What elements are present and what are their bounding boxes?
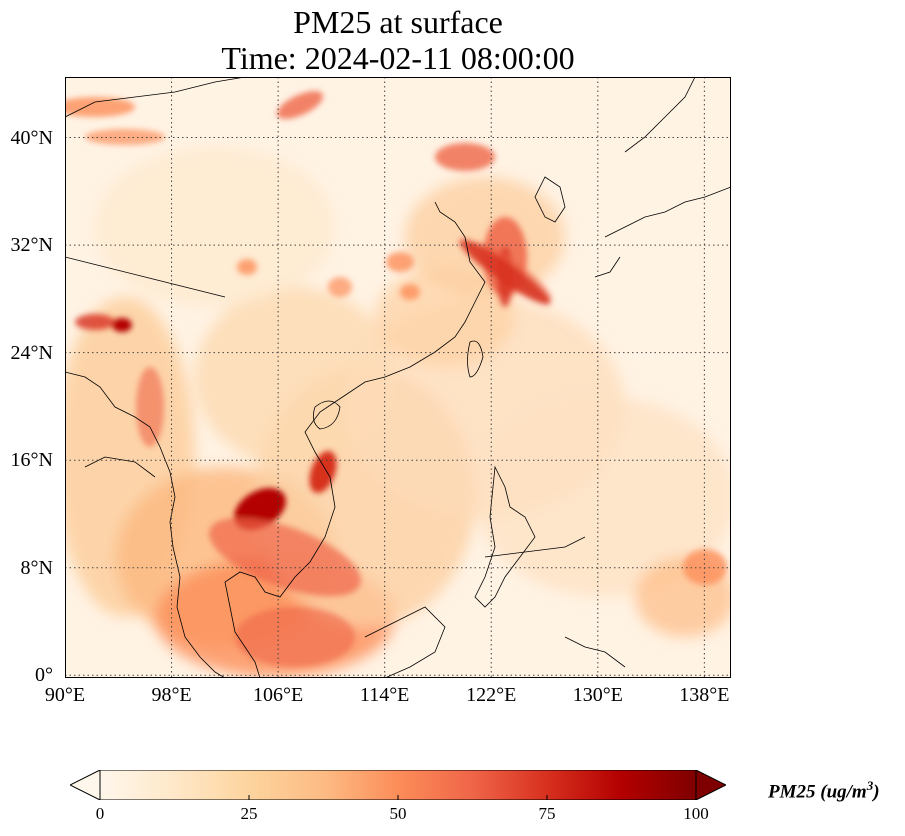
lon-tick-label: 90°E	[44, 684, 86, 706]
lat-tick-label: 40°N	[10, 126, 53, 149]
map-frame	[65, 77, 731, 678]
gridlines	[65, 77, 731, 678]
colorbar	[70, 770, 726, 800]
lon-tick-label: 122°E	[466, 684, 517, 706]
lon-tick-label: 106°E	[253, 684, 304, 706]
lat-tick-label: 24°N	[10, 341, 53, 364]
lon-tick-label: 98°E	[151, 684, 192, 706]
lat-tick-label: 0°	[35, 664, 53, 687]
colorbar-extend-max	[695, 770, 726, 800]
colorbar-tick-label: 75	[538, 804, 556, 823]
coastlines	[65, 77, 731, 678]
colorbar-label: PM25 (ug/m3)	[768, 778, 880, 803]
colorbar-extend-min	[70, 770, 101, 800]
map-title: PM25 at surface	[293, 4, 503, 40]
map-time-subtitle: Time: 2024-02-11 08:00:00	[221, 40, 575, 76]
lon-tick-label: 138°E	[679, 684, 730, 706]
lat-tick-label: 16°N	[10, 449, 53, 472]
colorbar-tick-label: 50	[389, 804, 407, 823]
colorbar-tick-label: 25	[240, 804, 258, 823]
pm25-field	[65, 147, 731, 677]
pm25-map	[65, 77, 731, 678]
pm25-hotspots	[65, 91, 727, 667]
lat-tick-label: 32°N	[10, 234, 53, 257]
colorbar-tick-label: 0	[95, 804, 105, 823]
lon-tick-label: 130°E	[572, 684, 623, 706]
lon-tick-label: 114°E	[359, 684, 410, 706]
colorbar-tick-label: 100	[683, 804, 709, 823]
lat-tick-label: 8°N	[20, 556, 53, 579]
